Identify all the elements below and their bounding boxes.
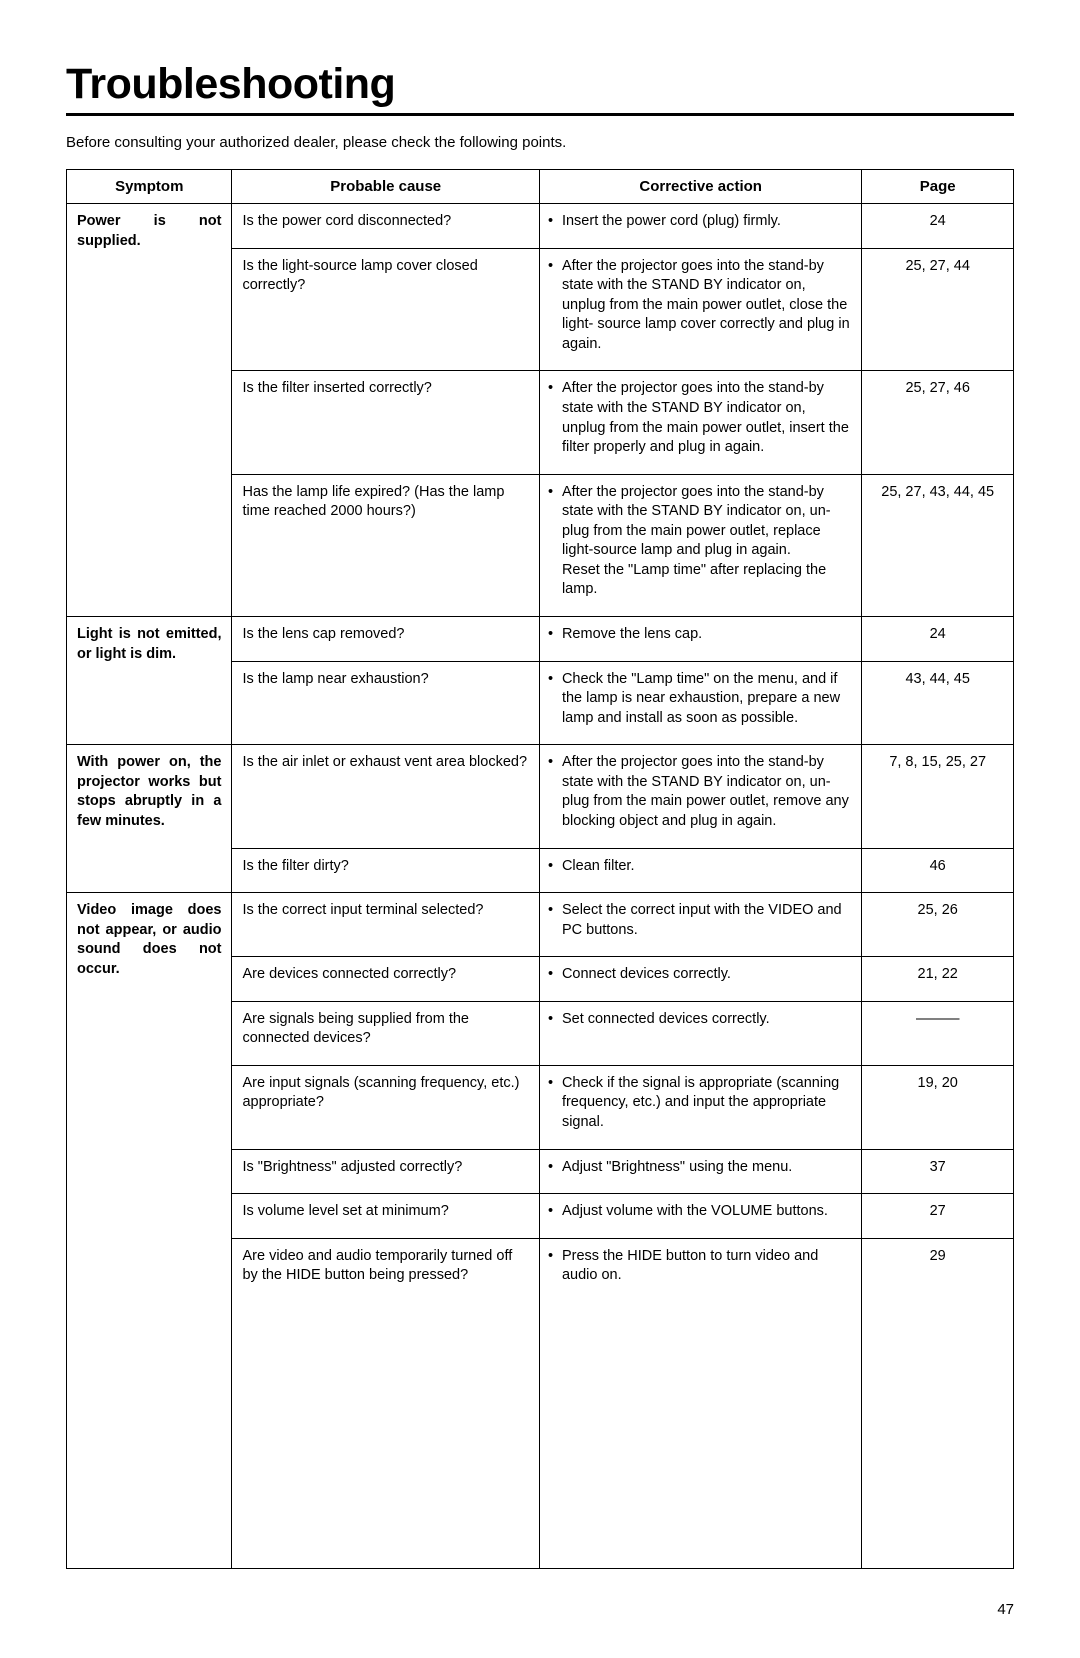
action-cell: •Adjust volume with the VOLUME buttons. — [539, 1194, 861, 1239]
cause-cell: Is volume level set at minimum? — [232, 1194, 539, 1239]
page-cell: 19, 20 — [862, 1065, 1014, 1149]
cause-cell: Is the filter inserted correctly? — [232, 371, 539, 474]
action-text: After the projector goes into the stand-… — [562, 257, 851, 355]
symptom-cell: With power on, the projector works but s… — [67, 745, 232, 893]
cause-cell: Is the correct input terminal selected? — [232, 893, 539, 957]
action-text: Adjust volume with the VOLUME buttons. — [562, 1202, 851, 1222]
action-cell: •Press the HIDE button to turn video and… — [539, 1238, 861, 1568]
page-cell: 25, 27, 43, 44, 45 — [862, 474, 1014, 616]
action-cell: •After the projector goes into the stand… — [539, 248, 861, 371]
page-cell: 29 — [862, 1238, 1014, 1568]
page-cell: 24 — [862, 617, 1014, 662]
symptom-cell: Video image does not appear, or audio so… — [67, 893, 232, 1569]
header-action: Corrective action — [539, 170, 861, 204]
cause-cell: Is the filter dirty? — [232, 848, 539, 893]
action-cell: •After the projector goes into the stand… — [539, 474, 861, 616]
page-cell: 25, 27, 46 — [862, 371, 1014, 474]
action-text: Connect devices correctly. — [562, 965, 851, 985]
page-cell: ——— — [862, 1001, 1014, 1065]
troubleshooting-table: Symptom Probable cause Corrective action… — [66, 169, 1014, 1569]
action-text: After the projector goes into the stand-… — [562, 379, 851, 457]
page-cell: 25, 26 — [862, 893, 1014, 957]
page-cell: 46 — [862, 848, 1014, 893]
action-text: Press the HIDE button to turn video and … — [562, 1247, 851, 1286]
page-cell: 24 — [862, 204, 1014, 249]
action-text: Check if the signal is appropriate (scan… — [562, 1074, 851, 1133]
action-text: Adjust "Brightness" using the menu. — [562, 1158, 851, 1178]
cause-cell: Is the light-source lamp cover closed co… — [232, 248, 539, 371]
action-text: Clean filter. — [562, 857, 851, 877]
action-cell: •Insert the power cord (plug) firmly. — [539, 204, 861, 249]
page-cell: 37 — [862, 1149, 1014, 1194]
symptom-cell: Power is not supplied. — [67, 204, 232, 617]
action-cell: •After the projector goes into the stand… — [539, 371, 861, 474]
cause-cell: Is the lens cap removed? — [232, 617, 539, 662]
action-cell: •Adjust "Brightness" using the menu. — [539, 1149, 861, 1194]
action-text: After the projector goes into the stand-… — [562, 483, 851, 600]
cause-cell: Are devices connected correctly? — [232, 957, 539, 1002]
page-title: Troubleshooting — [66, 60, 1014, 116]
page-cell: 43, 44, 45 — [862, 661, 1014, 745]
cause-cell: Are signals being supplied from the conn… — [232, 1001, 539, 1065]
cause-cell: Is the air inlet or exhaust vent area bl… — [232, 745, 539, 848]
page-cell: 25, 27, 44 — [862, 248, 1014, 371]
cause-cell: Is "Brightness" adjusted correctly? — [232, 1149, 539, 1194]
action-cell: •Remove the lens cap. — [539, 617, 861, 662]
action-cell: •Check if the signal is appropriate (sca… — [539, 1065, 861, 1149]
action-cell: •Select the correct input with the VIDEO… — [539, 893, 861, 957]
action-cell: •Connect devices correctly. — [539, 957, 861, 1002]
page-cell: 7, 8, 15, 25, 27 — [862, 745, 1014, 848]
cause-cell: Are input signals (scanning frequency, e… — [232, 1065, 539, 1149]
page-cell: 27 — [862, 1194, 1014, 1239]
header-symptom: Symptom — [67, 170, 232, 204]
action-text: Remove the lens cap. — [562, 625, 851, 645]
cause-cell: Has the lamp life expired? (Has the lamp… — [232, 474, 539, 616]
cause-cell: Is the lamp near exhaustion? — [232, 661, 539, 745]
cause-cell: Are video and audio temporarily turned o… — [232, 1238, 539, 1568]
action-cell: •Check the "Lamp time" on the menu, and … — [539, 661, 861, 745]
action-cell: •After the projector goes into the stand… — [539, 745, 861, 848]
action-text: Insert the power cord (plug) firmly. — [562, 212, 851, 232]
page-number: 47 — [66, 1601, 1014, 1618]
action-cell: •Clean filter. — [539, 848, 861, 893]
action-text: Set connected devices correctly. — [562, 1010, 851, 1030]
intro-text: Before consulting your authorized dealer… — [66, 134, 1014, 151]
action-text: Check the "Lamp time" on the menu, and i… — [562, 670, 851, 729]
symptom-cell: Light is not emitted, or light is dim. — [67, 617, 232, 745]
page-cell: 21, 22 — [862, 957, 1014, 1002]
action-text: After the projector goes into the stand-… — [562, 753, 851, 831]
header-cause: Probable cause — [232, 170, 539, 204]
cause-cell: Is the power cord disconnected? — [232, 204, 539, 249]
action-cell: •Set connected devices correctly. — [539, 1001, 861, 1065]
header-page: Page — [862, 170, 1014, 204]
action-text: Select the correct input with the VIDEO … — [562, 901, 851, 940]
